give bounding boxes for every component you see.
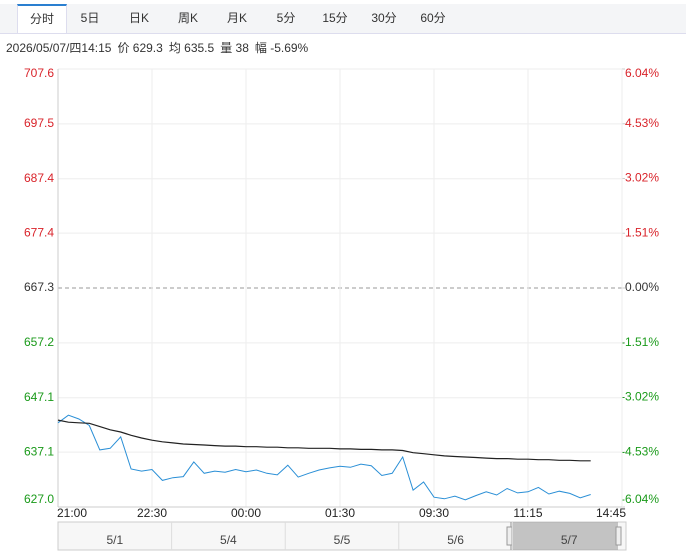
y2-tick-label: -4.53% — [621, 444, 659, 458]
tab[interactable]: 15分 — [322, 11, 348, 25]
info-item: 量 38 — [220, 41, 249, 55]
info-item: 幅 -5.69% — [254, 41, 309, 55]
navigator-label: 5/4 — [220, 533, 237, 547]
navigator-window — [510, 522, 618, 550]
navigator-handle — [506, 526, 513, 546]
tab[interactable]: 周K — [177, 11, 198, 25]
navigator-label: 5/5 — [334, 533, 351, 547]
price-line — [57, 414, 591, 501]
y-tick-label: 637.1 — [24, 444, 54, 458]
y-tick-label: 677.4 — [24, 225, 54, 239]
x-tick-label: 14:45 — [596, 506, 626, 520]
x-tick-label: 00:00 — [231, 506, 261, 520]
info-line: 2026/05/07/四14:15 价 629.3 均 635.5 量 38 幅 -5.… — [6, 39, 314, 56]
y-tick-label: 647.1 — [24, 390, 54, 404]
tab[interactable]: 30分 — [371, 11, 397, 25]
y2-tick-label: -6.04% — [621, 492, 659, 506]
y-tick-label: 697.5 — [24, 116, 54, 130]
info-item: 2026/05/07/四14:15 — [6, 41, 112, 55]
info-item: 均 635.5 — [168, 41, 215, 55]
info-item: 价 629.3 — [117, 41, 163, 55]
navigator-label: 5/6 — [447, 533, 464, 547]
y2-tick-label: 6.04% — [625, 66, 659, 80]
x-tick-label: 21:00 — [57, 506, 87, 520]
y2-tick-label: 4.53% — [625, 116, 659, 130]
y-tick-label: 627.0 — [24, 492, 54, 506]
navigator-label: 5/7 — [561, 533, 578, 547]
y2-tick-label: 1.51% — [625, 225, 659, 239]
x-tick-label: 22:30 — [137, 506, 167, 520]
navigator-label: 5/1 — [106, 533, 123, 547]
tab[interactable]: 5分 — [276, 11, 296, 25]
tab[interactable]: 60分 — [420, 11, 446, 25]
y-tick-label: 707.6 — [24, 66, 54, 80]
y2-tick-label: -3.02% — [621, 390, 659, 404]
x-tick-label: 01:30 — [325, 506, 355, 520]
y-tick-label: 687.4 — [24, 171, 54, 185]
tab[interactable]: 5日 — [80, 11, 100, 25]
x-tick-label: 09:30 — [419, 506, 449, 520]
y-tick-label: 667.3 — [24, 280, 54, 294]
tab[interactable]: 分时 — [17, 4, 67, 33]
tab-bar: 分时 5日 日K 周K 月K 5分 15分 30分 60分 — [0, 4, 686, 34]
price-line — [57, 419, 591, 462]
y2-tick-label: 3.02% — [625, 171, 659, 185]
navigator-handle — [615, 526, 622, 546]
tab[interactable]: 日K — [128, 11, 149, 25]
y-tick-label: 657.2 — [24, 335, 54, 349]
y2-tick-label: 0.00% — [625, 280, 659, 294]
tab[interactable]: 月K — [226, 11, 247, 25]
y2-tick-label: -1.51% — [621, 335, 659, 349]
x-tick-label: 11:15 — [513, 506, 542, 520]
